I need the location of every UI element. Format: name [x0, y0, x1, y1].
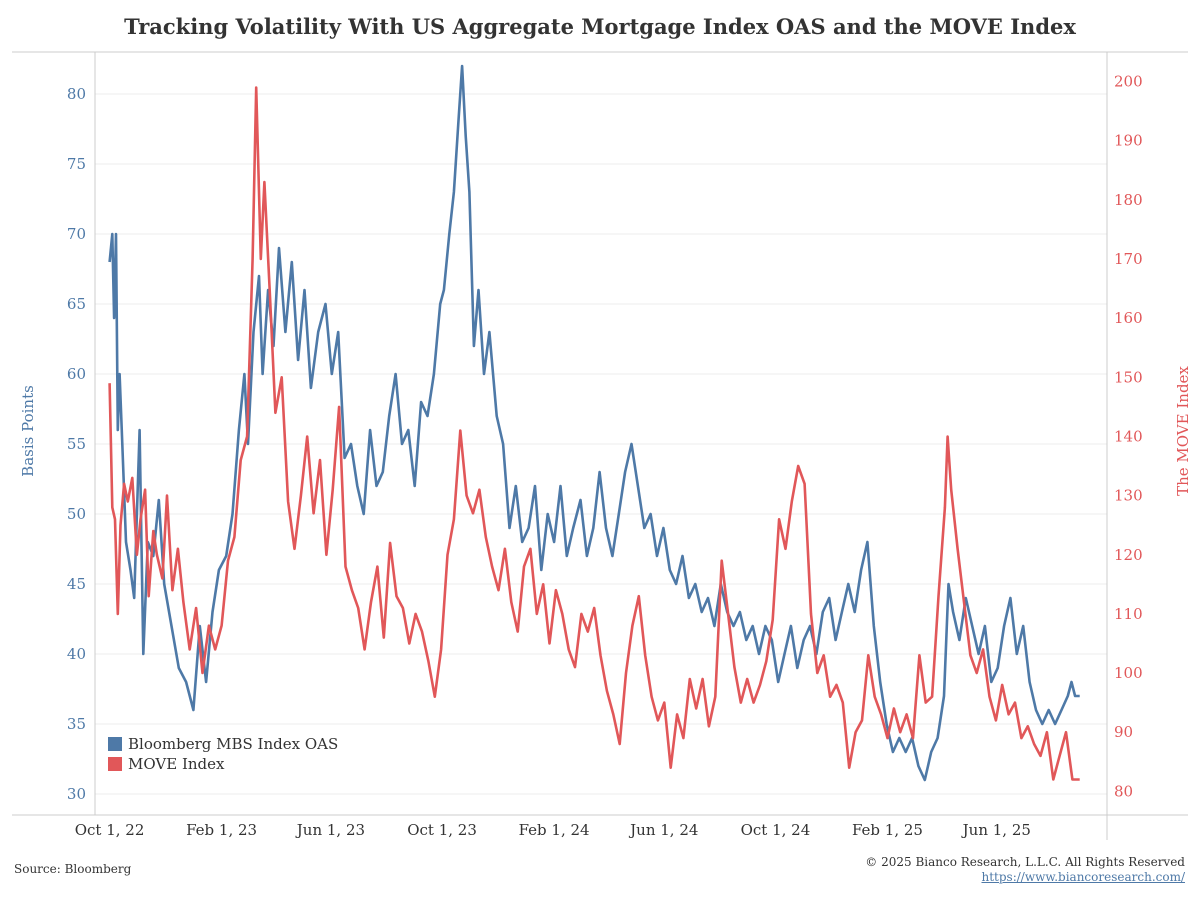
chart-title: Tracking Volatility With US Aggregate Mo… [124, 14, 1076, 39]
y-right-tick-label: 120 [1114, 546, 1143, 564]
x-tick-label: Jun 1, 24 [628, 821, 698, 839]
y-left-tick-label: 55 [67, 435, 86, 453]
legend-label-move: MOVE Index [128, 755, 225, 773]
y-right-tick-label: 90 [1114, 723, 1133, 741]
x-tick-label: Oct 1, 22 [75, 821, 145, 839]
y-left-tick-label: 70 [67, 225, 86, 243]
y-right-tick-label: 100 [1114, 664, 1143, 682]
y-right-tick-label: 200 [1114, 73, 1143, 91]
x-tick-label: Feb 1, 24 [519, 821, 590, 839]
x-tick-label: Jun 1, 23 [295, 821, 365, 839]
y-left-tick-label: 60 [67, 365, 86, 383]
series-layer [108, 64, 1080, 782]
x-tick-label: Oct 1, 24 [741, 821, 811, 839]
series-line-oas [108, 64, 1080, 782]
y-left-tick-label: 45 [67, 575, 86, 593]
y-right-tick-label: 130 [1114, 487, 1143, 505]
y-right-tick-label: 80 [1114, 782, 1133, 800]
legend-item-move: MOVE Index [108, 755, 224, 773]
copyright-note: © 2025 Bianco Research, L.L.C. All Right… [865, 855, 1185, 869]
legend-swatch-oas [108, 737, 122, 751]
legend-label-oas: Bloomberg MBS Index OAS [128, 735, 339, 753]
legend-item-oas: Bloomberg MBS Index OAS [108, 735, 338, 753]
y-axis-right-label: The MOVE Index [1173, 366, 1192, 496]
y-left-tick-label: 40 [67, 645, 86, 663]
y-right-tick-label: 190 [1114, 132, 1143, 150]
y-right-tick-label: 160 [1114, 309, 1143, 327]
y-axis-left-label: Basis Points [18, 385, 37, 477]
x-tick-label: Feb 1, 25 [852, 821, 923, 839]
axes [12, 51, 1188, 840]
y-right-tick-label: 150 [1114, 368, 1143, 386]
y-right-tick-label: 140 [1114, 427, 1143, 445]
source-note: Source: Bloomberg [14, 862, 132, 876]
series-line-move [108, 86, 1080, 781]
x-tick-label: Jun 1, 25 [961, 821, 1031, 839]
y-left-tick-label: 30 [67, 785, 86, 803]
y-left-tick-label: 65 [67, 295, 86, 313]
x-tick-label: Oct 1, 23 [407, 821, 477, 839]
y-right-tick-label: 110 [1114, 605, 1143, 623]
y-left-tick-label: 75 [67, 155, 86, 173]
y-left-tick-label: 80 [67, 85, 86, 103]
y-left-tick-label: 50 [67, 505, 86, 523]
tick-labels: 30 35 40 45 50 55 60 65 70 75 80 80 90 100 110 120 130 14… [67, 73, 1143, 839]
website-link[interactable]: https://www.biancoresearch.com/ [981, 870, 1185, 884]
y-right-tick-label: 170 [1114, 250, 1143, 268]
y-left-tick-label: 35 [67, 715, 86, 733]
y-right-tick-label: 180 [1114, 191, 1143, 209]
x-tick-label: Feb 1, 23 [186, 821, 257, 839]
legend-swatch-move [108, 757, 122, 771]
